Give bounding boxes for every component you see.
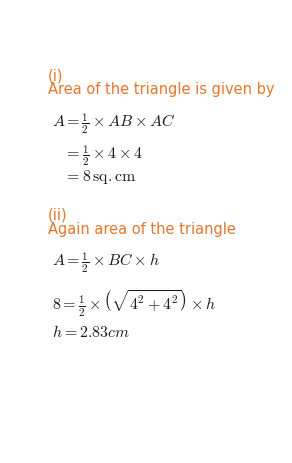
Text: $8 = \frac{1}{2} \times \left(\sqrt{4^2 + 4^2}\right) \times h$: $8 = \frac{1}{2} \times \left(\sqrt{4^2 … — [52, 287, 216, 318]
Text: (ii): (ii) — [48, 207, 67, 222]
Text: $A = \frac{1}{2} \times BC \times h$: $A = \frac{1}{2} \times BC \times h$ — [52, 250, 160, 275]
Text: $= 8 \, \mathrm{sq.cm}$: $= 8 \, \mathrm{sq.cm}$ — [64, 168, 136, 186]
Text: Area of the triangle is given by: Area of the triangle is given by — [48, 82, 274, 97]
Text: $h = 2.83 cm$: $h = 2.83 cm$ — [52, 323, 131, 339]
Text: $A = \frac{1}{2} \times AB \times AC$: $A = \frac{1}{2} \times AB \times AC$ — [52, 111, 176, 136]
Text: (i): (i) — [48, 68, 63, 83]
Text: $= \frac{1}{2} \times 4 \times 4$: $= \frac{1}{2} \times 4 \times 4$ — [64, 143, 143, 168]
Text: Again area of the triangle: Again area of the triangle — [48, 221, 236, 236]
